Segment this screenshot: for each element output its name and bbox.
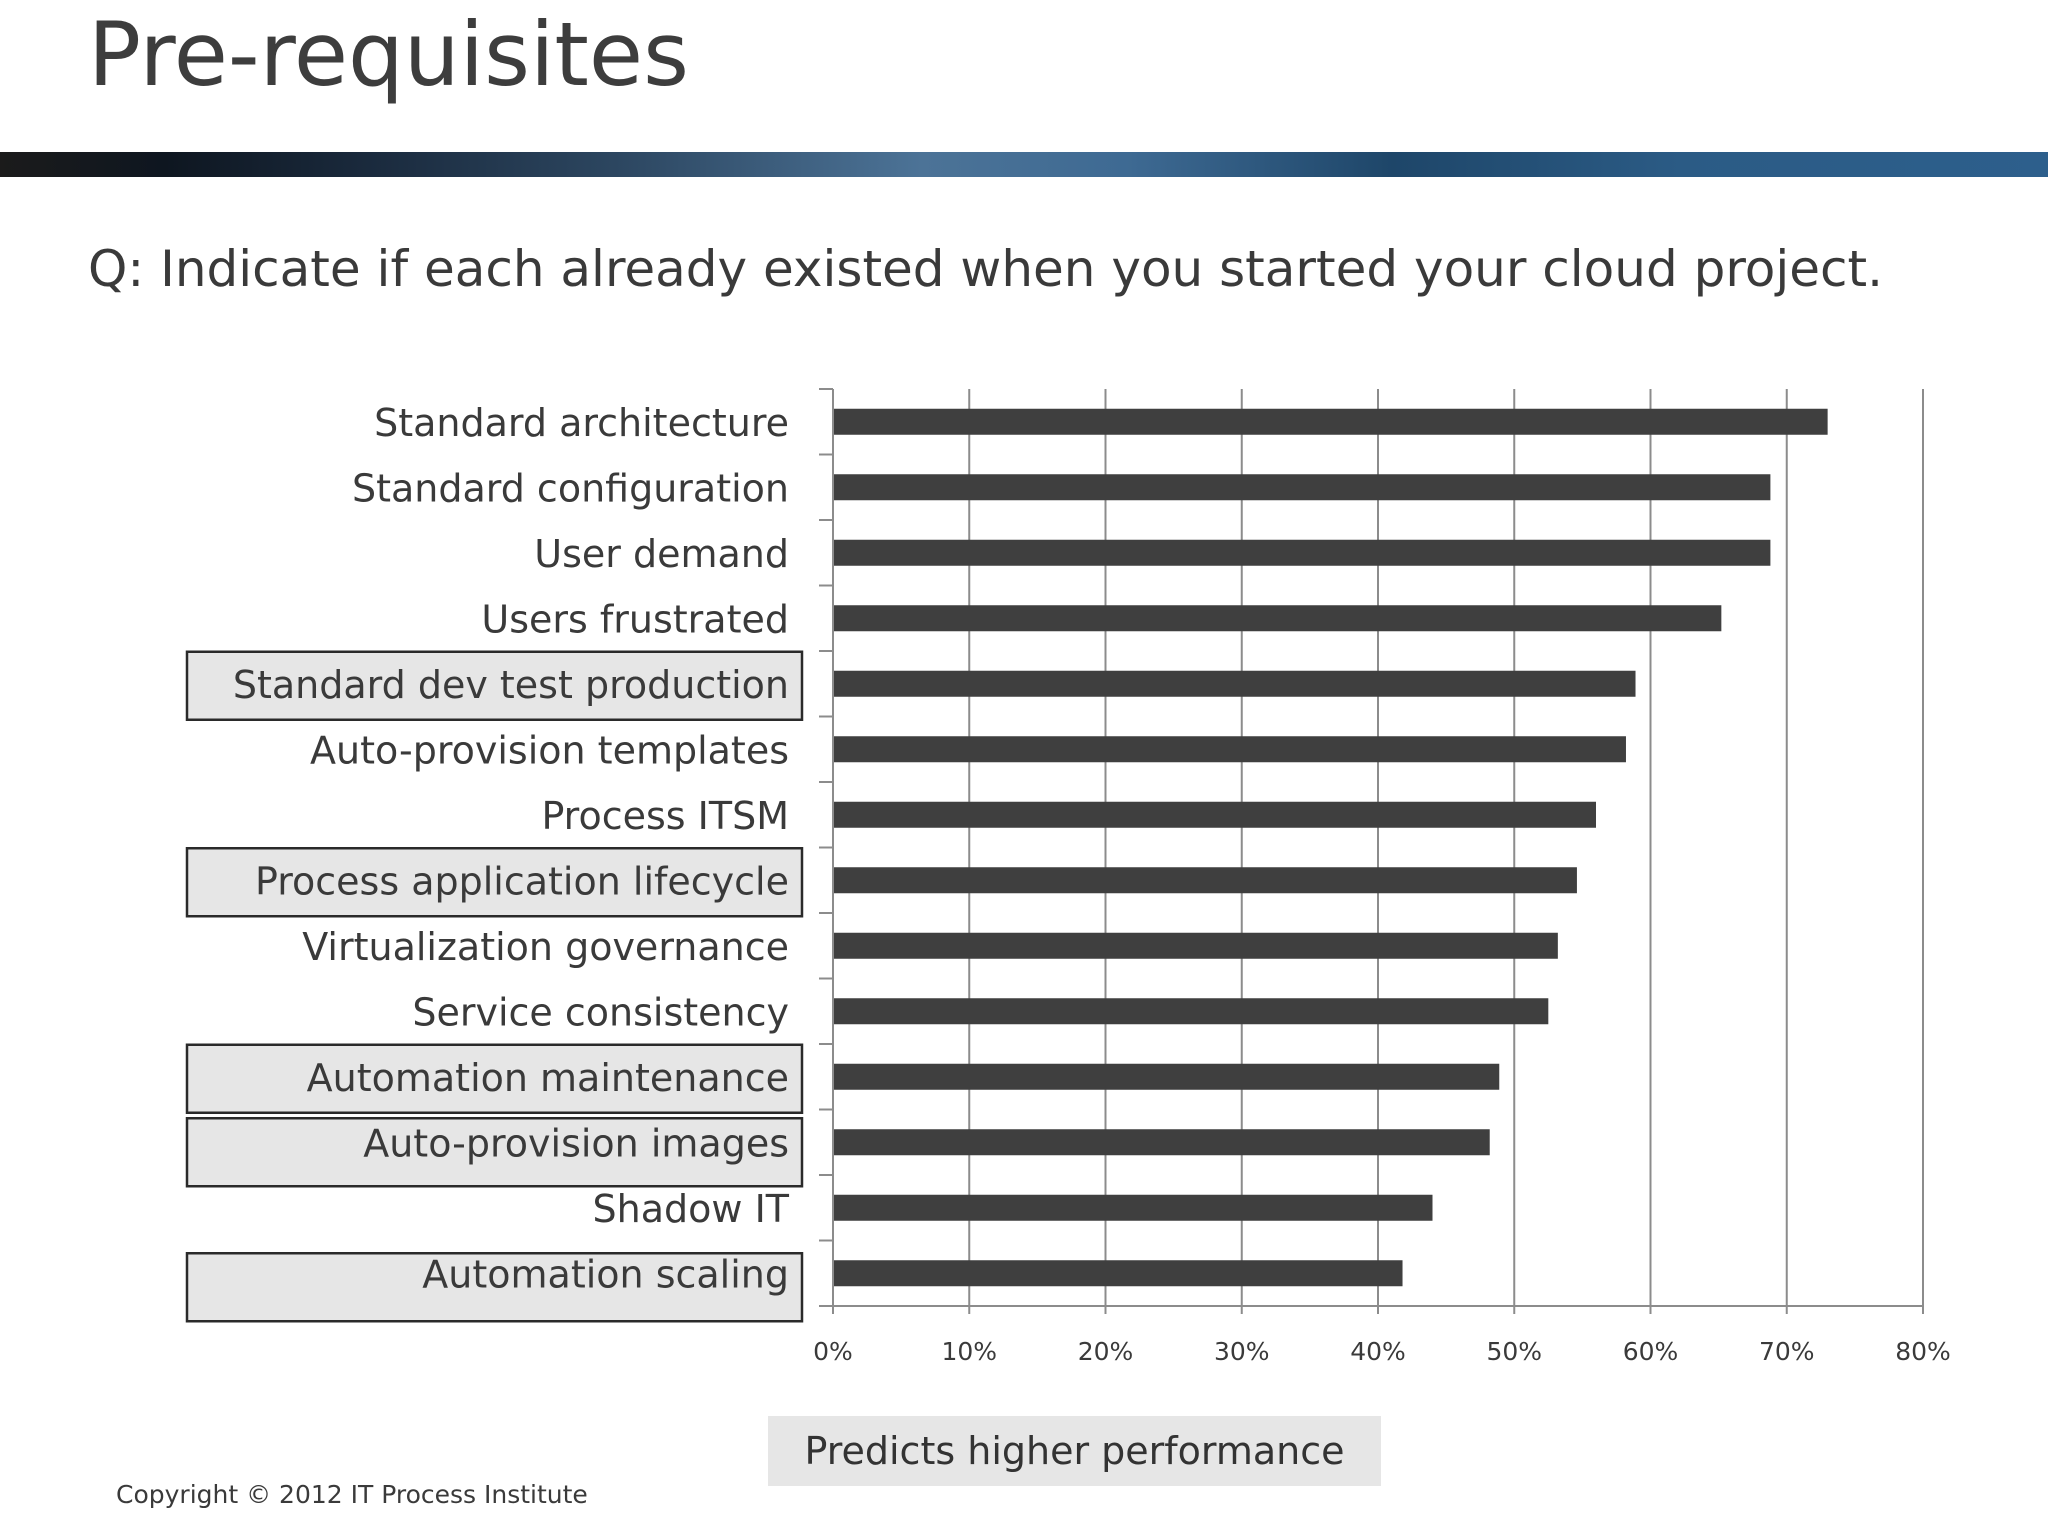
chart-gridlines bbox=[819, 388, 1924, 1314]
bar-process-application-lifecycle bbox=[834, 867, 1577, 894]
legend-box: Predicts higher performance bbox=[768, 1416, 1381, 1486]
x-tick-label: 50% bbox=[1486, 1337, 1542, 1366]
category-label-shadow-it: Shadow IT bbox=[593, 1187, 790, 1231]
category-label-standard-architecture: Standard architecture bbox=[374, 401, 789, 445]
highlight-box-standard-dev-test-production bbox=[185, 650, 804, 721]
bar-auto-provision-templates bbox=[834, 736, 1626, 763]
highlight-box-process-application-lifecycle bbox=[185, 847, 804, 918]
bar-users-frustrated bbox=[834, 605, 1722, 632]
survey-question: Q: Indicate if each already existed when… bbox=[88, 240, 1884, 298]
highlight-box-auto-provision-images bbox=[185, 1117, 804, 1188]
category-label-auto-provision-images: Auto-provision images bbox=[363, 1121, 789, 1165]
bar-virtualization-governance bbox=[834, 932, 1558, 959]
bar-process-itsm bbox=[834, 801, 1596, 828]
category-label-process-itsm: Process ITSM bbox=[541, 794, 789, 838]
x-tick-label: 20% bbox=[1078, 1337, 1134, 1366]
slide-title: Pre-requisites bbox=[88, 3, 689, 106]
header-banner bbox=[0, 152, 2048, 177]
category-label-auto-provision-templates: Auto-provision templates bbox=[310, 728, 789, 772]
x-tick-label: 0% bbox=[813, 1337, 853, 1366]
category-label-automation-scaling: Automation scaling bbox=[422, 1252, 789, 1296]
x-tick-label: 30% bbox=[1214, 1337, 1270, 1366]
category-label-users-frustrated: Users frustrated bbox=[481, 597, 789, 641]
highlight-box-automation-maintenance bbox=[185, 1043, 804, 1114]
bar-service-consistency bbox=[834, 998, 1549, 1025]
highlight-boxes bbox=[185, 650, 804, 1323]
bar-standard-configuration bbox=[834, 474, 1771, 501]
bar-auto-provision-images bbox=[834, 1129, 1490, 1156]
category-label-service-consistency: Service consistency bbox=[412, 990, 789, 1034]
category-labels: Standard architecture Standard configurat… bbox=[233, 401, 790, 1297]
bar-automation-maintenance bbox=[834, 1063, 1500, 1090]
legend-label: Predicts higher performance bbox=[804, 1429, 1345, 1473]
bar-automation-scaling bbox=[834, 1260, 1403, 1287]
category-label-process-application-lifecycle: Process application lifecycle bbox=[255, 859, 789, 903]
category-label-user-demand: User demand bbox=[534, 532, 789, 576]
highlight-box-automation-scaling bbox=[185, 1252, 804, 1323]
x-tick-label: 10% bbox=[941, 1337, 997, 1366]
category-label-standard-configuration: Standard configuration bbox=[352, 466, 789, 510]
x-tick-label: 40% bbox=[1350, 1337, 1406, 1366]
category-label-standard-dev-test-production: Standard dev test production bbox=[233, 663, 789, 707]
bar-user-demand bbox=[834, 539, 1771, 566]
chart-bars bbox=[834, 408, 1828, 1287]
copyright-notice: Copyright © 2012 IT Process Institute bbox=[116, 1480, 588, 1509]
bar-shadow-it bbox=[834, 1194, 1433, 1221]
category-label-automation-maintenance: Automation maintenance bbox=[307, 1056, 789, 1100]
category-label-virtualization-governance: Virtualization governance bbox=[302, 925, 789, 969]
bar-standard-architecture bbox=[834, 408, 1828, 435]
x-tick-label: 60% bbox=[1623, 1337, 1679, 1366]
x-tick-label: 80% bbox=[1895, 1337, 1951, 1366]
x-tick-label: 70% bbox=[1759, 1337, 1815, 1366]
x-tick-labels: 0% 10% 20% 30% 40% 50% 60% 70% 80% bbox=[813, 1337, 1951, 1366]
bar-standard-dev-test-production bbox=[834, 670, 1636, 697]
